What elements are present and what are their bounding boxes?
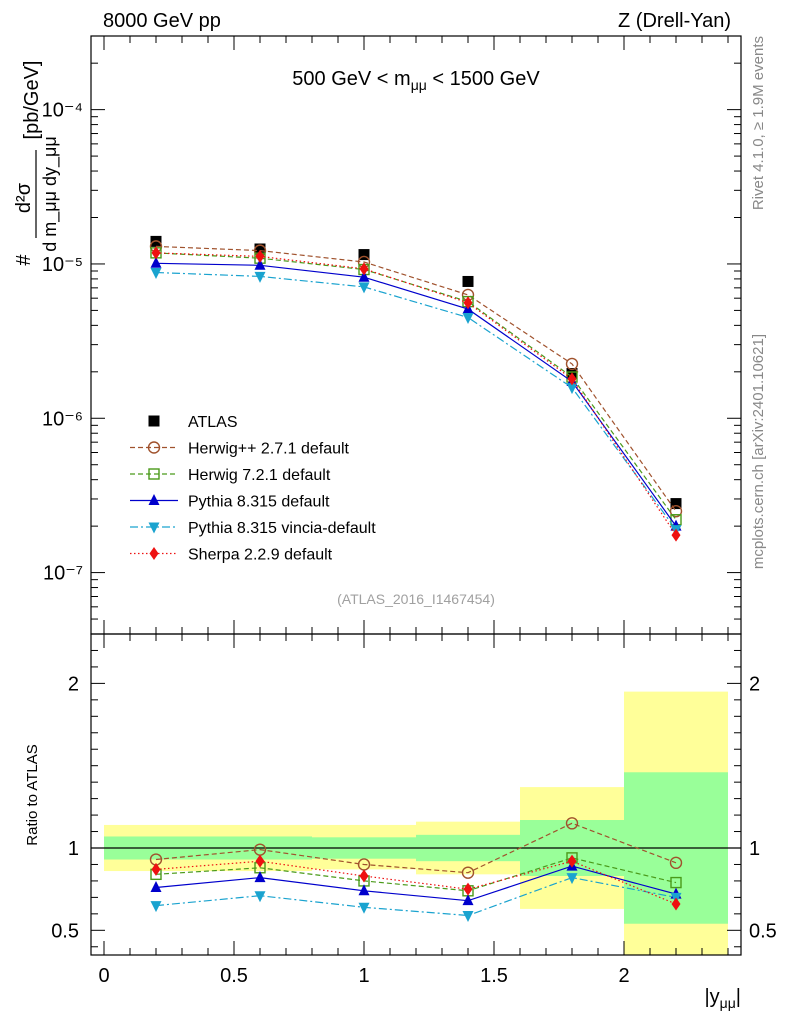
main-data-point (254, 258, 266, 270)
ratio-data-point (255, 854, 265, 868)
ratio-data-point (461, 866, 475, 879)
legend-marker (147, 441, 161, 454)
ratio-data-point (565, 817, 579, 830)
x-tick-label: 0 (98, 965, 109, 987)
y-axis-label-unit: [pb/GeV] (21, 61, 43, 140)
main-data-point (254, 243, 266, 255)
uncertainty-bands (104, 691, 728, 955)
legend-marker (148, 415, 160, 427)
ratio-data-point (566, 873, 578, 885)
x-tick-label: 0.5 (220, 965, 248, 987)
legend-marker (149, 547, 159, 560)
main-series-line (155, 271, 677, 530)
main-data-point (671, 528, 681, 542)
y-axis-label-denominator: d m_μμ dy_μμ (40, 136, 61, 252)
main-data-point (566, 383, 578, 395)
y-tick-label: 10⁻⁷ (43, 563, 83, 585)
ratio-series-4 (151, 854, 681, 911)
main-series-5 (151, 246, 681, 542)
ratio-series-line (155, 876, 677, 917)
plot-title: 500 GeV < mμμ < 1500 GeV (292, 68, 540, 93)
ratio-data-point (671, 897, 681, 911)
legend-label: Herwig 7.2.1 default (188, 467, 331, 484)
main-series-line (155, 252, 677, 521)
ratio-data-point (462, 894, 474, 906)
main-data-point (463, 296, 473, 310)
ratio-series-2 (150, 859, 682, 906)
main-data-point (565, 357, 579, 371)
ratio-data-point (358, 902, 370, 914)
main-data-point (358, 270, 370, 282)
ratio-series-line (155, 865, 677, 902)
ratio-y-tick-label-right: 2 (749, 673, 760, 695)
main-series-3 (150, 256, 682, 531)
ratio-data-point (254, 891, 266, 903)
main-data-point (359, 262, 369, 276)
mcplots-label: mcplots.cern.ch [arXiv:2401.10621] (750, 334, 767, 569)
main-data-point (151, 246, 161, 260)
ratio-series-line (155, 860, 677, 905)
main-data-point (150, 268, 162, 280)
main-series-line (155, 262, 677, 527)
rivet-version-label: Rivet 4.1.0, ≥ 1.9M events (750, 36, 767, 210)
x-tick-label: 1 (358, 965, 369, 987)
x-axis-label: |yμμ| (704, 986, 741, 1011)
main-plot-frame (90, 35, 742, 635)
ratio-y-axis-label: Ratio to ATLAS (24, 744, 41, 845)
ratio-data-point (254, 871, 266, 883)
legend: ATLAS Herwig++ 2.7.1 default Herwig 7.2.1 … (130, 414, 376, 564)
ratio-data-point (151, 862, 161, 876)
x-tick-label: 1.5 (480, 965, 508, 987)
main-panel: 500 GeV < mμμ < 1500 GeV (ATLAS_2016_I146… (13, 35, 742, 635)
y-axis-label-hash: # (13, 254, 35, 266)
main-data-point (358, 282, 370, 294)
main-data-point (254, 271, 266, 283)
main-data-point (670, 498, 682, 510)
legend-label: Herwig++ 2.7.1 default (188, 441, 350, 458)
y-axis-label-numerator: d²σ (13, 182, 35, 213)
ratio-plot-frame (90, 633, 742, 956)
ratio-y-tick-label-right: 1 (749, 838, 760, 860)
ratio-series-line (155, 857, 677, 892)
ratio-data-point (150, 881, 162, 893)
x-tick-label: 2 (618, 965, 629, 987)
process-label: Z (Drell-Yan) (618, 10, 731, 32)
legend-marker (148, 494, 160, 505)
ratio-series-3 (150, 873, 682, 922)
ratio-y-tick-label: 2 (68, 673, 79, 695)
y-tick-label: 10⁻⁵ (42, 254, 83, 276)
legend-marker (148, 468, 160, 480)
y-tick-label: 10⁻⁴ (42, 100, 83, 122)
main-series-4 (150, 268, 682, 537)
legend-label: ATLAS (188, 414, 238, 431)
ratio-y-tick-label: 0.5 (51, 920, 79, 942)
main-data-point (462, 312, 474, 324)
main-data-point (150, 256, 162, 268)
ratio-data-point (669, 856, 683, 870)
y-tick-label: 10⁻⁶ (42, 408, 83, 430)
ratio-data-point (463, 882, 473, 896)
main-series-line (155, 245, 677, 512)
legend-label: Pythia 8.315 default (188, 494, 330, 511)
legend-marker (148, 522, 160, 534)
legend-label: Sherpa 2.2.9 default (188, 547, 333, 564)
ratio-data-point (359, 869, 369, 883)
energy-label: 8000 GeV pp (103, 10, 221, 32)
main-data-point (462, 275, 474, 287)
ratio-data-point (150, 901, 162, 913)
ratio-data-point (462, 910, 474, 922)
ratio-y-tick-label-right: 0.5 (749, 920, 777, 942)
y-axis-label: # d²σ d m_μμ dy_μμ[pb/GeV] (13, 61, 61, 266)
ratio-data-point (358, 884, 370, 896)
main-data-point (358, 249, 370, 261)
ratio-panel: 0.5 0.5 1 1 2 2 0 0.5 1 1.5 2 Ratio to ATLAS |yμμ| (24, 633, 777, 1011)
ratio-data-point (567, 854, 577, 868)
main-data-point (567, 372, 577, 386)
ratio-y-tick-label: 1 (68, 838, 79, 860)
main-data-point (255, 249, 265, 263)
analysis-watermark: (ATLAS_2016_I1467454) (337, 591, 495, 607)
ratio-data-point (670, 876, 682, 889)
legend-label: Pythia 8.315 vincia-default (188, 520, 376, 537)
